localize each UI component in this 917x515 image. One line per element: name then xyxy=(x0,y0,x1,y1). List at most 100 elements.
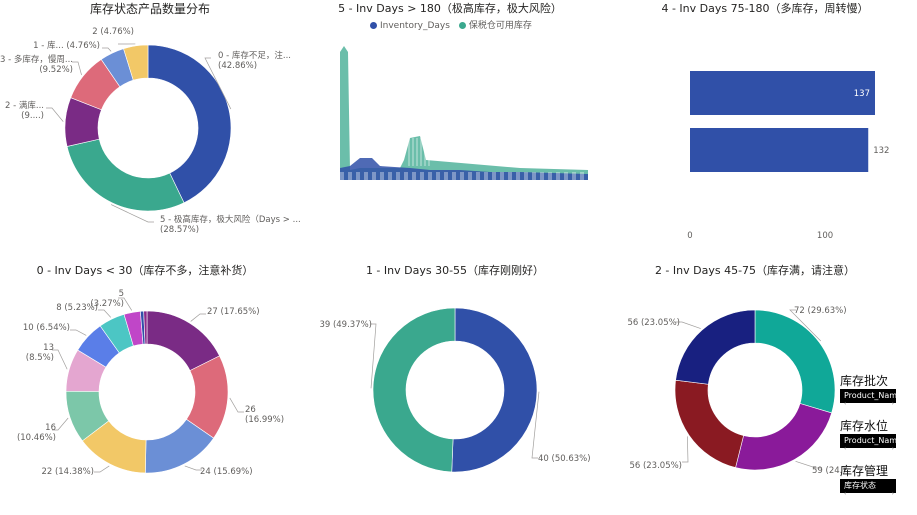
area-series-bonded-stock[interactable] xyxy=(340,46,588,180)
leader-line xyxy=(102,47,112,52)
data-label: 56 (23.05%) xyxy=(629,461,682,471)
bar[interactable] xyxy=(690,71,875,115)
bar[interactable] xyxy=(690,128,869,172)
area-stripe xyxy=(412,138,414,166)
leader-line xyxy=(682,436,689,463)
area-stripe xyxy=(428,138,430,166)
data-label: (9....) xyxy=(21,111,44,121)
data-label: 26 xyxy=(245,405,256,415)
area-stripe xyxy=(356,172,360,180)
leader-line xyxy=(52,349,68,370)
leader-line xyxy=(72,61,82,76)
area-stripe xyxy=(380,172,384,180)
area-stripe xyxy=(420,138,422,166)
data-label: 2 - 满库... xyxy=(5,100,44,111)
donut-slice[interactable] xyxy=(674,379,744,468)
donut-chart-inv-45-75: 72 (29.63%) 59 (24.) 56 (23.05%) 56 (23.05%… xyxy=(627,306,847,476)
area-stripe xyxy=(404,172,408,180)
area-stripe xyxy=(580,172,584,180)
area-stripe xyxy=(420,172,424,180)
donut-slice[interactable] xyxy=(735,403,833,471)
data-label: (16.99%) xyxy=(245,415,284,425)
area-stripe xyxy=(444,172,448,180)
leader-line xyxy=(94,465,110,473)
data-label: 56 (23.05%) xyxy=(627,318,680,328)
data-label: 13 xyxy=(43,343,54,353)
area-stripe xyxy=(348,172,352,180)
donut-slice[interactable] xyxy=(123,44,149,81)
slicer-management[interactable]: 库存管理 库存状态 ‹ › xyxy=(840,464,917,499)
data-label: (42.86%) xyxy=(218,61,257,71)
leader-line xyxy=(184,465,202,471)
donut-slice[interactable] xyxy=(754,309,836,414)
chart-panel-inv-30-55: 1 - Inv Days 30-55（库存刚刚好） 40 (50.63%) 39 … xyxy=(310,262,610,515)
legend-entry: 保税仓可用库存 xyxy=(468,21,532,31)
data-label: 72 (29.63%) xyxy=(794,306,847,316)
area-stripe xyxy=(364,172,368,180)
data-label: 27 (17.65%) xyxy=(207,307,260,317)
donut-chart-inv-30-55: 40 (50.63%) 39 (49.37%) xyxy=(319,307,591,473)
area-stripe xyxy=(540,172,544,180)
data-label: 137 xyxy=(854,89,870,99)
donut-chart-inv-under-30: 27 (17.65%) 26(16.99%) 24 (15.69%) 22 (14.3… xyxy=(17,289,284,477)
slicer-batch[interactable]: 库存批次 Product_Nam ‹ › xyxy=(840,374,917,409)
donut-slice[interactable] xyxy=(147,44,232,204)
area-stripe xyxy=(424,138,426,166)
chart-panel-inv-under-30: 0 - Inv Days < 30（库存不多，注意补货） 27 (17.65%)… xyxy=(0,262,300,515)
data-label: (10.46%) xyxy=(17,433,56,443)
chart-title: 4 - Inv Days 75-180（多库存，周转慢） xyxy=(661,2,869,15)
area-stripe xyxy=(500,172,504,180)
data-label: 39 (49.37%) xyxy=(319,320,372,330)
data-label: 16 xyxy=(45,423,56,433)
area-stripe xyxy=(408,138,410,166)
legend-dot xyxy=(370,22,377,29)
legend-entry: Inventory_Days xyxy=(380,21,450,31)
leader-line xyxy=(52,417,69,431)
area-stripe xyxy=(428,172,432,180)
slicer-input[interactable]: Product_Nam xyxy=(840,389,896,403)
data-label: 2 (4.76%) xyxy=(92,27,134,37)
data-label: 5 xyxy=(119,289,124,299)
donut-slice[interactable] xyxy=(66,138,185,212)
data-label: 0 - 库存不足，注... xyxy=(218,50,291,61)
area-stripe xyxy=(524,172,528,180)
leader-line xyxy=(46,107,64,122)
area-chart-inv-over-180 xyxy=(340,46,588,180)
donut-slice[interactable] xyxy=(675,309,756,385)
area-stripe xyxy=(508,172,512,180)
chart-title: 库存状态产品数量分布 xyxy=(89,2,210,16)
data-label: 59 (24.) xyxy=(812,466,846,476)
slicer-input[interactable]: Product_Nam xyxy=(840,434,896,448)
leader-line xyxy=(531,391,540,459)
slicer-input[interactable]: 库存状态 xyxy=(840,479,896,493)
area-stripe xyxy=(492,172,496,180)
chart-panel-inv-over-180: 5 - Inv Days > 180（极高库存，极大风险） Inventory_… xyxy=(320,0,610,250)
leader-line xyxy=(795,460,822,469)
slicer-scrollbar[interactable]: ‹ › xyxy=(844,490,894,497)
area-stripe xyxy=(468,172,472,180)
data-label: 22 (14.38%) xyxy=(41,467,94,477)
bar-chart-inv-75-180: 137 132 0 100 xyxy=(687,71,889,241)
donut-slice[interactable] xyxy=(143,310,148,345)
data-label: (8.5%) xyxy=(26,353,54,363)
area-stripe xyxy=(372,172,376,180)
leader-line xyxy=(204,57,232,110)
data-label: 1 - 库... (4.76%) xyxy=(33,40,100,51)
chart-title: 0 - Inv Days < 30（库存不多，注意补货） xyxy=(36,264,254,277)
leader-line xyxy=(229,397,244,413)
area-stripe xyxy=(548,172,552,180)
slicer-scrollbar[interactable]: ‹ › xyxy=(844,445,894,452)
data-label: 5 - 极高库存，极大风险（Days > ... xyxy=(160,214,301,225)
area-stripe xyxy=(416,138,418,166)
area-series-inventory-days[interactable] xyxy=(340,158,588,180)
area-stripe xyxy=(412,172,416,180)
leader-line xyxy=(789,309,822,342)
slicer-level[interactable]: 库存水位 Product_Nam ‹ › xyxy=(840,419,917,454)
donut-slice[interactable] xyxy=(451,307,538,473)
area-stripe xyxy=(572,172,576,180)
donut-slice[interactable] xyxy=(372,307,456,473)
area-stripe xyxy=(340,172,344,180)
data-label: (9.52%) xyxy=(39,65,73,75)
slicer-scrollbar[interactable]: ‹ › xyxy=(844,400,894,407)
chart-title: 1 - Inv Days 30-55（库存刚刚好） xyxy=(365,264,545,277)
